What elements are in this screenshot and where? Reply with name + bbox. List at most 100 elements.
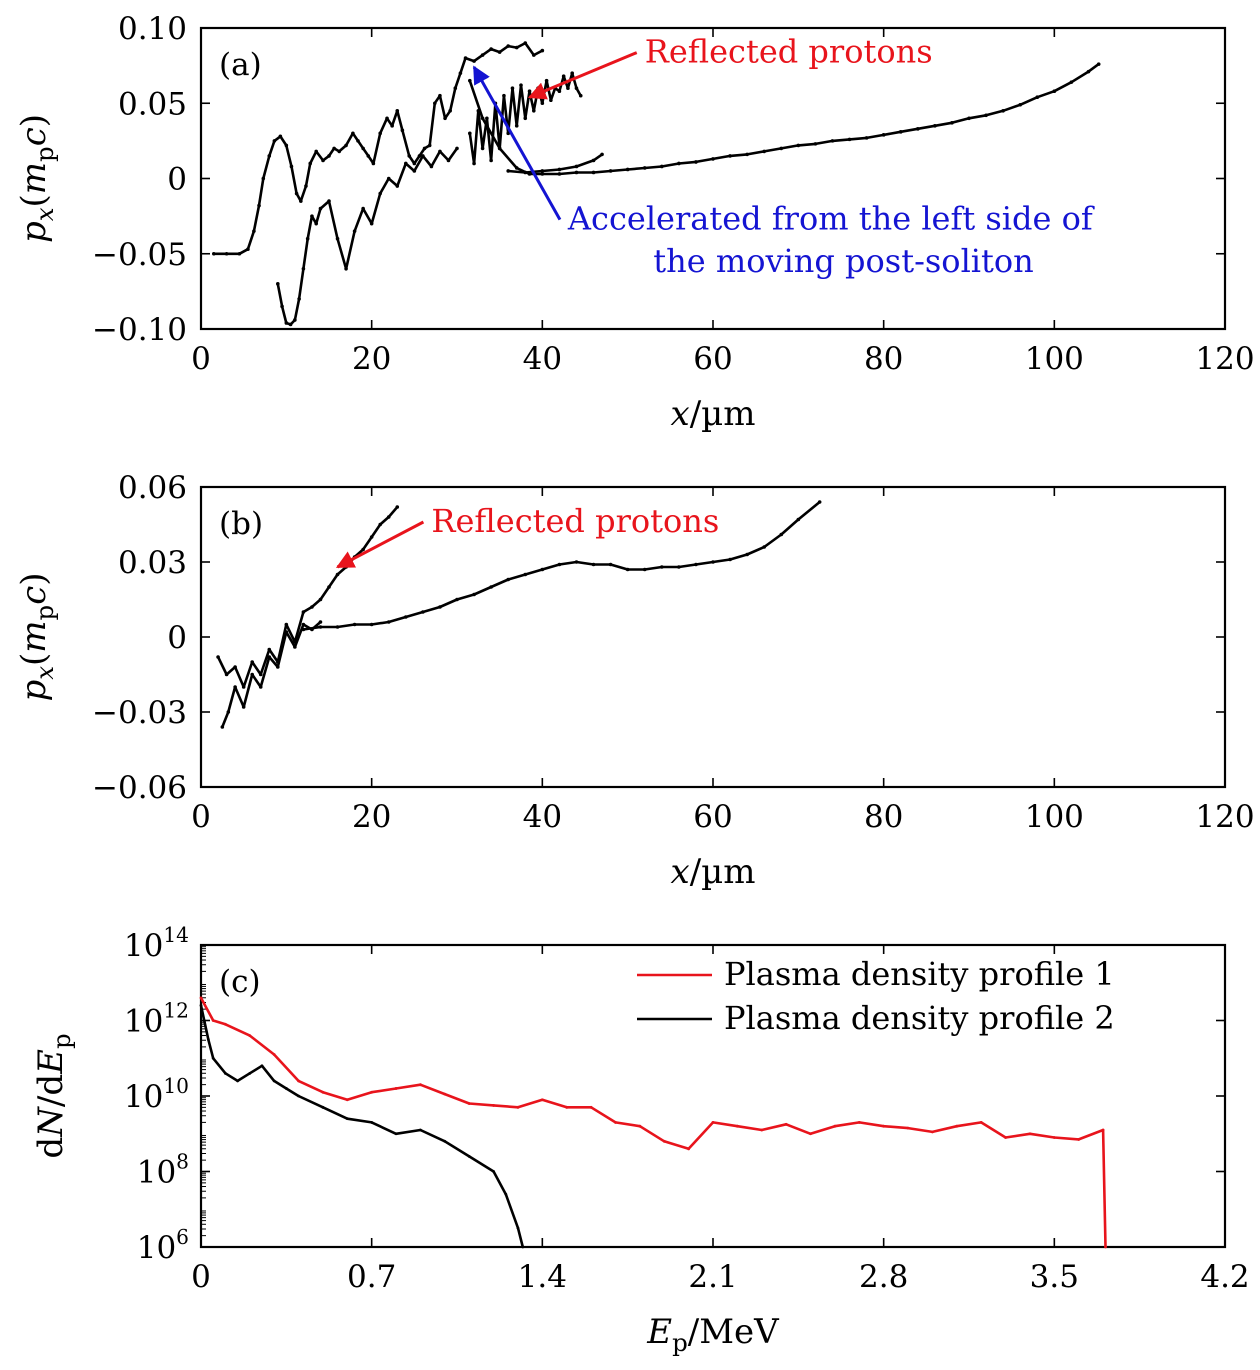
data-point — [419, 1128, 422, 1132]
data-point — [519, 83, 523, 87]
data-point — [284, 143, 289, 148]
data-point — [361, 547, 365, 552]
y-axis-label: dN/dEp — [31, 1033, 76, 1158]
data-point — [216, 655, 220, 659]
x-tick-label: 60 — [693, 799, 732, 835]
annotation-arrow — [335, 520, 425, 569]
data-point — [299, 199, 303, 203]
data-point — [258, 672, 263, 677]
data-point — [728, 557, 732, 562]
panel-label: (c) — [219, 964, 261, 1000]
data-point — [276, 665, 280, 669]
data-point — [574, 86, 579, 90]
annotation-text: Reflected protons — [431, 502, 719, 540]
data-point — [433, 101, 437, 106]
data-point — [293, 318, 297, 322]
data-point — [574, 164, 579, 169]
data-point — [642, 166, 647, 170]
data-point — [549, 98, 553, 103]
data-point — [288, 322, 293, 327]
data-point — [608, 169, 613, 173]
data-point — [779, 532, 784, 537]
data-point — [489, 585, 493, 589]
data-point — [369, 622, 374, 627]
data-point — [514, 124, 519, 128]
data-point — [638, 1124, 642, 1128]
x-tick-label: 120 — [1195, 799, 1254, 835]
data-point — [321, 1105, 325, 1109]
data-point — [625, 167, 630, 172]
x-tick-label: 100 — [1025, 799, 1084, 835]
data-point — [967, 116, 971, 121]
data-point — [327, 154, 331, 158]
data-point — [662, 1139, 666, 1143]
data-point — [1001, 108, 1005, 113]
data-point — [492, 1104, 495, 1107]
x-tick-label: 100 — [1025, 341, 1084, 377]
data-point — [318, 620, 323, 624]
data-point — [600, 152, 604, 157]
data-point — [284, 1087, 288, 1090]
y-tick-label: −0.03 — [92, 695, 187, 731]
data-point — [443, 116, 447, 121]
data-point — [591, 562, 596, 567]
data-point — [625, 567, 630, 572]
data-point — [574, 560, 579, 564]
data-point — [284, 630, 289, 634]
data-point — [745, 552, 749, 557]
data-point — [536, 86, 540, 90]
data-point — [574, 170, 579, 175]
data-point — [301, 622, 306, 627]
data-point — [293, 645, 297, 649]
data-point — [237, 251, 242, 256]
data-point — [950, 121, 954, 125]
data-point — [246, 247, 250, 252]
x-tick-label: 0 — [191, 341, 211, 377]
data-point — [711, 560, 715, 564]
data-point — [308, 161, 313, 166]
data-point — [276, 282, 280, 286]
data-point — [614, 1121, 617, 1124]
data-point — [1104, 1245, 1107, 1249]
data-point — [386, 176, 391, 181]
data-point — [516, 1105, 520, 1109]
data-point — [443, 1092, 447, 1096]
data-point — [211, 1056, 215, 1060]
data-point — [506, 169, 511, 173]
y-tick-label: −0.05 — [92, 237, 187, 273]
data-point — [443, 1139, 447, 1143]
y-tick-label: 106 — [137, 1225, 189, 1266]
data-point — [417, 154, 422, 158]
data-point — [864, 136, 869, 140]
data-point — [369, 221, 374, 226]
panel-c: 0 0.7 1.4 2.1 2.8 3.5 4.2 106 108 1010 1012 1014 Pla… — [31, 923, 1250, 1357]
data-point — [480, 53, 485, 57]
data-point — [321, 158, 325, 163]
data-point — [677, 565, 681, 569]
data-point — [516, 1226, 520, 1230]
annotation-text: Accelerated from the left side of — [567, 200, 1095, 238]
plot-frame — [199, 26, 1227, 331]
y-tick-label: −0.10 — [92, 312, 187, 348]
data-point — [289, 164, 294, 169]
y-axis-label: px(mpc) — [14, 572, 59, 701]
data-point — [223, 1071, 227, 1075]
data-point — [847, 137, 852, 142]
y-tick-label: 1014 — [124, 923, 189, 964]
data-point — [779, 146, 784, 151]
data-point — [297, 297, 301, 301]
data-point — [438, 93, 442, 98]
data-point — [570, 71, 574, 75]
data-point — [241, 685, 246, 689]
data-point — [224, 672, 229, 677]
data-point — [540, 48, 545, 53]
data-point — [521, 1245, 525, 1249]
data-point — [318, 206, 323, 211]
data-point — [523, 572, 528, 577]
data-point — [390, 124, 394, 128]
x-tick-label: 80 — [864, 341, 903, 377]
data-point — [314, 221, 319, 226]
data-point — [455, 146, 459, 151]
data-point — [248, 1034, 252, 1037]
data-point — [523, 41, 528, 45]
